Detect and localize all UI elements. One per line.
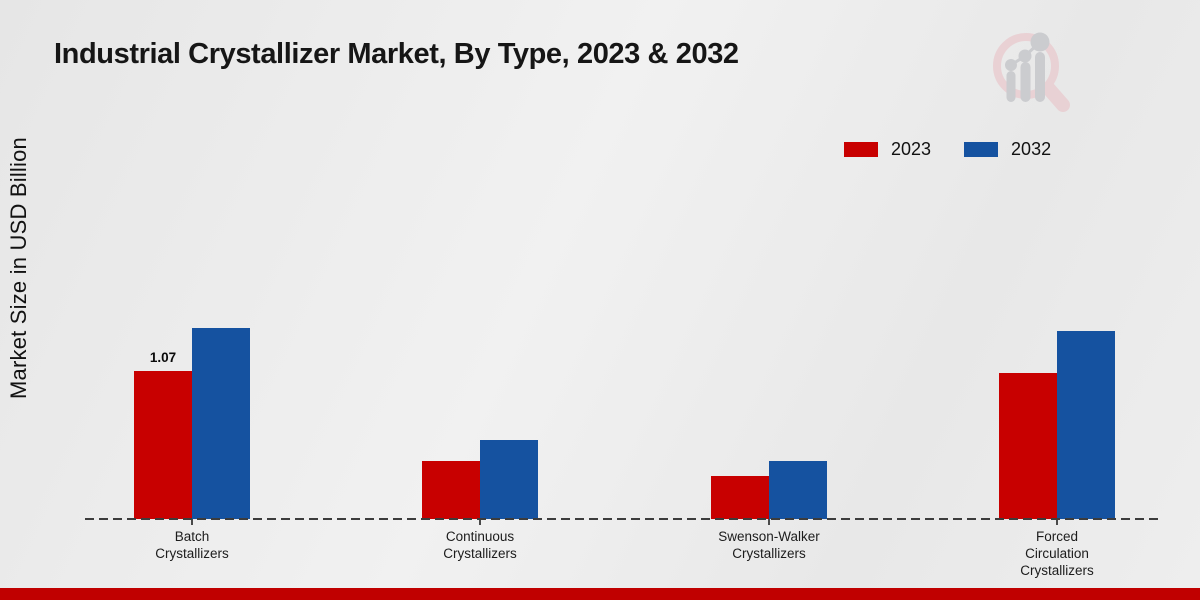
legend-item-2032: 2032 xyxy=(964,139,1051,160)
bar-2032-forced-circulation-crystallizers xyxy=(1057,331,1115,519)
magnifier-bar-chart-logo-icon xyxy=(993,32,1070,112)
legend: 2023 2032 xyxy=(844,139,1051,160)
legend-label-2023: 2023 xyxy=(891,139,932,159)
bar-2023-continuous-crystallizers xyxy=(422,461,480,519)
axis-tick-swenson-walker-crystallizers xyxy=(768,519,770,525)
legend-swatch-2023 xyxy=(844,142,878,157)
logo-bar-tall xyxy=(1035,52,1045,102)
legend-item-2023: 2023 xyxy=(844,139,931,160)
logo-bar-small xyxy=(1006,71,1016,102)
legend-swatch-2032 xyxy=(964,142,999,157)
bar-2032-batch-crystallizers xyxy=(192,328,250,519)
magnifier-handle xyxy=(1042,82,1070,112)
value-label-2023-batch-crystallizers: 1.07 xyxy=(149,350,177,365)
axis-tick-batch-crystallizers xyxy=(191,519,193,525)
category-label-continuous-crystallizers: Continuous Crystallizers xyxy=(443,529,517,561)
legend-label-2032: 2032 xyxy=(1011,139,1052,159)
logo-dot-small xyxy=(1005,59,1017,71)
bar-2023-swenson-walker-crystallizers xyxy=(711,476,769,519)
footer-red-stripe xyxy=(0,588,1200,600)
axis-tick-continuous-crystallizers xyxy=(479,519,481,525)
logo-bar-medium xyxy=(1020,62,1031,102)
category-label-batch-crystallizers: Batch Crystallizers xyxy=(155,529,229,561)
chart-title: Industrial Crystallizer Market, By Type,… xyxy=(54,38,739,70)
logo-dot-large xyxy=(1030,32,1050,52)
category-label-swenson-walker-crystallizers: Swenson-Walker Crystallizers xyxy=(718,529,820,561)
bar-2023-forced-circulation-crystallizers xyxy=(999,373,1057,519)
logo-dot-medium xyxy=(1018,49,1032,63)
x-axis-baseline xyxy=(85,518,1163,520)
bar-2032-continuous-crystallizers xyxy=(480,440,538,519)
bar-2032-swenson-walker-crystallizers xyxy=(769,461,827,519)
bar-2023-batch-crystallizers xyxy=(134,371,192,519)
category-label-forced-circulation-crystallizers: Forced Circulation Crystallizers xyxy=(1020,529,1094,578)
axis-tick-forced-circulation-crystallizers xyxy=(1056,519,1058,525)
